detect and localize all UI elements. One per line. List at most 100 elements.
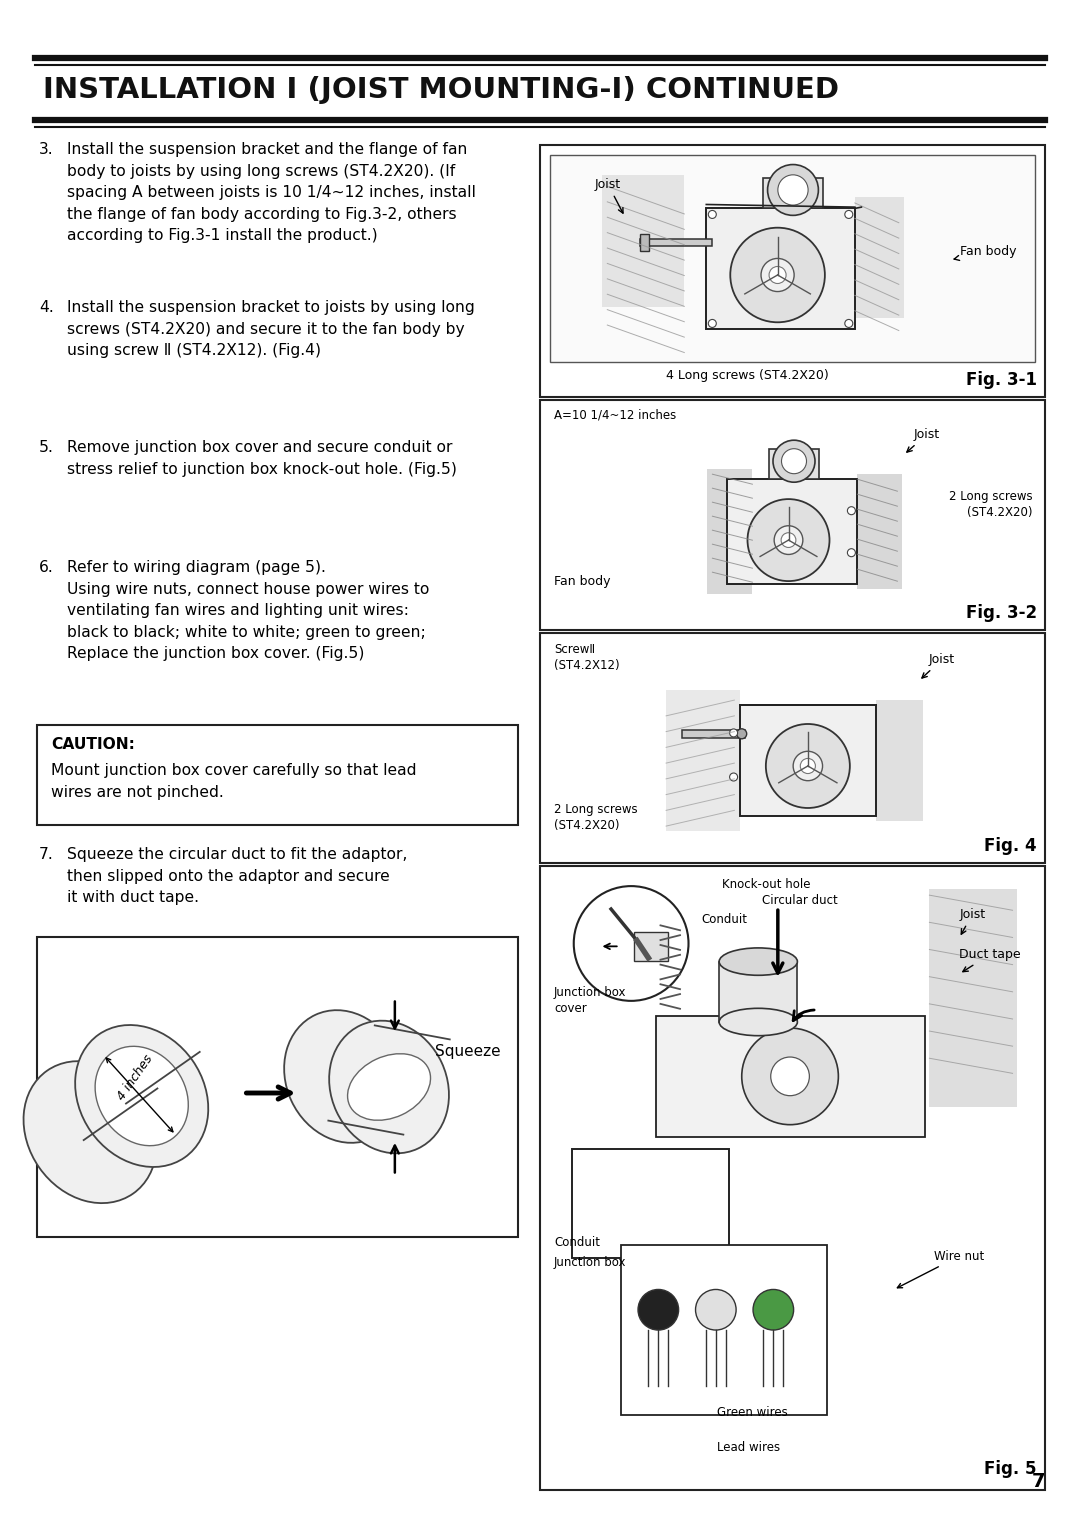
Text: Conduit: Conduit [702, 913, 747, 926]
Text: Fan body: Fan body [954, 246, 1016, 261]
Circle shape [845, 211, 853, 218]
Text: Wire nut: Wire nut [897, 1250, 984, 1288]
Bar [854, 197, 904, 319]
Circle shape [761, 258, 794, 291]
Circle shape [638, 1289, 678, 1331]
Text: Install the suspension bracket and the flange of fan
body to joists by using lon: Install the suspension bracket and the f… [67, 142, 476, 244]
Ellipse shape [329, 1021, 449, 1154]
Text: Conduit: Conduit [554, 1236, 600, 1248]
Text: Refer to wiring diagram (page 5).
Using wire nuts, connect house power wires to
: Refer to wiring diagram (page 5). Using … [67, 560, 430, 661]
Bar [550, 156, 1035, 362]
FancyBboxPatch shape [602, 175, 685, 307]
Text: Squeeze the circular duct to fit the adaptor,
then slipped onto the adaptor and : Squeeze the circular duct to fit the ada… [67, 847, 407, 905]
Ellipse shape [284, 1010, 404, 1143]
Ellipse shape [76, 1025, 208, 1167]
Circle shape [747, 499, 829, 581]
Text: Mount junction box cover carefully so that lead
wires are not pinched.: Mount junction box cover carefully so th… [51, 763, 417, 800]
Bar [769, 449, 819, 479]
Text: Circular duct: Circular duct [762, 894, 838, 906]
Bar [666, 690, 740, 832]
Circle shape [778, 175, 808, 204]
Text: 7.: 7. [39, 847, 54, 862]
Text: Duct tape: Duct tape [959, 948, 1021, 972]
Circle shape [696, 1289, 737, 1331]
Bar [858, 475, 903, 589]
Bar [876, 700, 923, 821]
Bar [640, 238, 712, 246]
Text: 5.: 5. [39, 439, 54, 455]
Text: 2 Long screws
(ST4.2X20): 2 Long screws (ST4.2X20) [554, 803, 637, 832]
Text: CAUTION:: CAUTION: [51, 737, 135, 752]
Circle shape [845, 319, 853, 328]
Bar [706, 209, 854, 330]
Circle shape [730, 227, 825, 322]
Bar [728, 479, 858, 584]
Circle shape [742, 1029, 838, 1125]
Bar [740, 705, 876, 815]
Circle shape [769, 267, 786, 284]
Bar [707, 468, 753, 594]
Circle shape [773, 439, 815, 482]
Bar [634, 932, 669, 961]
Ellipse shape [719, 1009, 797, 1036]
Bar [37, 725, 518, 826]
Ellipse shape [24, 1061, 157, 1202]
Circle shape [737, 729, 746, 739]
Text: Joist: Joist [595, 179, 623, 214]
Bar [540, 400, 1045, 630]
Text: 4 Long screws (ST4.2X20): 4 Long screws (ST4.2X20) [666, 369, 829, 382]
Circle shape [753, 1289, 794, 1331]
Text: A=10 1/4~12 inches: A=10 1/4~12 inches [554, 407, 676, 421]
Text: Install the suspension bracket to joists by using long
screws (ST4.2X20) and sec: Install the suspension bracket to joists… [67, 301, 475, 359]
Text: Squeeze: Squeeze [435, 1044, 501, 1059]
Bar [656, 1016, 924, 1137]
Bar [930, 890, 1017, 1106]
Bar [621, 1245, 826, 1415]
Ellipse shape [95, 1047, 188, 1146]
Bar [681, 729, 745, 739]
Text: 7: 7 [1031, 1473, 1045, 1491]
Text: Joist: Joist [959, 908, 985, 934]
Text: 4 inches: 4 inches [116, 1051, 156, 1102]
Circle shape [781, 533, 796, 548]
Circle shape [848, 507, 855, 514]
Circle shape [771, 1058, 809, 1096]
Text: ScrewⅡ
(ST4.2X12): ScrewⅡ (ST4.2X12) [554, 642, 620, 671]
Circle shape [774, 526, 802, 554]
Text: Junction box: Junction box [554, 1256, 626, 1270]
Circle shape [730, 774, 738, 781]
Text: Green wires: Green wires [717, 1405, 787, 1419]
Text: Joist: Joist [907, 427, 940, 452]
Text: Junction box
cover: Junction box cover [554, 986, 626, 1015]
Text: 6.: 6. [39, 560, 54, 575]
Bar [640, 235, 649, 250]
Text: Joist: Joist [922, 653, 955, 678]
Circle shape [800, 758, 815, 774]
Text: 3.: 3. [39, 142, 54, 157]
Circle shape [708, 319, 716, 328]
Bar [719, 961, 797, 1022]
Text: INSTALLATION I (JOIST MOUNTING-I) CONTINUED: INSTALLATION I (JOIST MOUNTING-I) CONTIN… [43, 76, 839, 104]
Circle shape [766, 723, 850, 807]
Bar [540, 633, 1045, 864]
Circle shape [730, 729, 738, 737]
Text: Fan body: Fan body [554, 575, 610, 588]
Bar [572, 1149, 729, 1257]
Text: Fig. 4: Fig. 4 [984, 836, 1037, 855]
Ellipse shape [348, 1054, 431, 1120]
Circle shape [708, 211, 716, 218]
Text: 2 Long screws
(ST4.2X20): 2 Long screws (ST4.2X20) [949, 490, 1032, 519]
Bar [37, 937, 518, 1238]
Text: Remove junction box cover and secure conduit or
stress relief to junction box kn: Remove junction box cover and secure con… [67, 439, 457, 476]
Text: 4.: 4. [39, 301, 54, 314]
Circle shape [573, 887, 689, 1001]
Text: Fig. 5: Fig. 5 [985, 1460, 1037, 1479]
Circle shape [768, 165, 819, 215]
Ellipse shape [719, 948, 797, 975]
Circle shape [782, 449, 807, 473]
Text: Knock-out hole: Knock-out hole [721, 877, 810, 891]
Text: Lead wires: Lead wires [717, 1441, 780, 1454]
Bar [540, 865, 1045, 1489]
Circle shape [848, 549, 855, 557]
Bar [762, 177, 823, 209]
